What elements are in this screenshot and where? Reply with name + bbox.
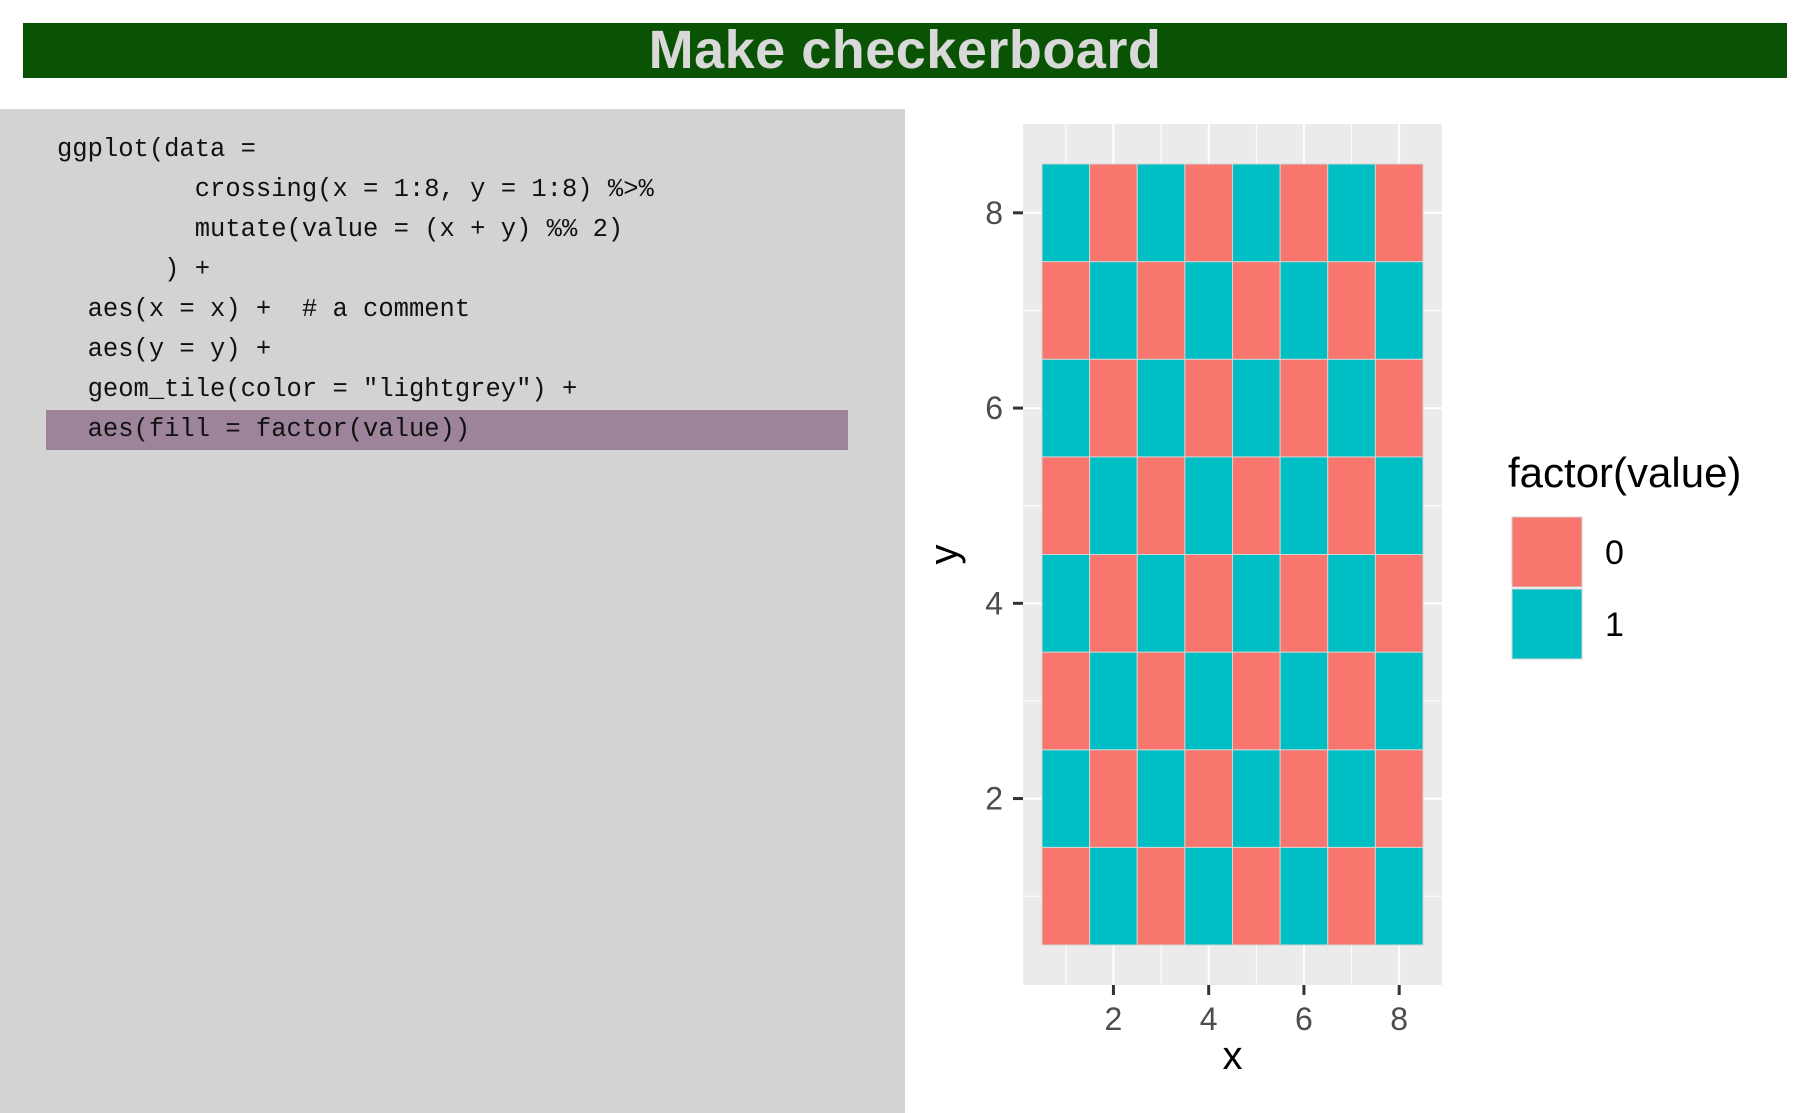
tile xyxy=(1184,163,1233,263)
tile xyxy=(1136,358,1186,458)
tile xyxy=(1327,456,1376,555)
code-line-highlight xyxy=(46,410,848,450)
tile xyxy=(1136,261,1186,360)
tile xyxy=(1232,846,1281,946)
y-tick-label: 2 xyxy=(985,781,1003,817)
tile xyxy=(1184,456,1233,555)
tile xyxy=(1089,651,1138,751)
tile xyxy=(1232,749,1281,848)
tile xyxy=(1089,846,1138,946)
tile xyxy=(1279,163,1329,263)
tile xyxy=(1327,651,1376,751)
code-line: mutate(value = (x + y) %% 2) xyxy=(57,215,624,244)
code-line: aes(fill = factor(value)) xyxy=(57,415,471,444)
y-tick-label: 6 xyxy=(985,390,1003,426)
tile xyxy=(1184,749,1233,848)
code-line: crossing(x = 1:8, y = 1:8) %>% xyxy=(57,175,654,204)
page-title: Make checkerboard xyxy=(648,20,1162,80)
tile xyxy=(1279,261,1329,360)
tile xyxy=(1374,358,1424,458)
x-tick-label: 2 xyxy=(1105,1001,1123,1037)
tile xyxy=(1136,651,1186,751)
title-bar: Make checkerboard xyxy=(23,23,1787,78)
x-tick-label: 4 xyxy=(1200,1001,1218,1037)
tile xyxy=(1089,554,1138,653)
tile xyxy=(1374,651,1424,751)
tile xyxy=(1136,846,1186,946)
tile xyxy=(1041,163,1091,263)
tile xyxy=(1279,846,1329,946)
tile xyxy=(1041,261,1091,360)
tile xyxy=(1184,651,1233,751)
axes: 2 4 6 8 2 4 6 8 xyxy=(985,195,1408,1037)
tile xyxy=(1374,846,1424,946)
tile xyxy=(1232,456,1281,555)
x-axis-title: x xyxy=(1223,1034,1243,1078)
tile xyxy=(1089,261,1138,360)
tile xyxy=(1089,456,1138,555)
tile xyxy=(1279,554,1329,653)
tile xyxy=(1374,163,1424,263)
x-tick-label: 6 xyxy=(1295,1001,1313,1037)
tile xyxy=(1184,554,1233,653)
tile xyxy=(1327,358,1376,458)
tile xyxy=(1041,358,1091,458)
tile xyxy=(1232,261,1281,360)
code-line: aes(x = x) + # a comment xyxy=(57,295,471,324)
legend-title: factor(value) xyxy=(1508,449,1741,496)
tile xyxy=(1327,261,1376,360)
tile xyxy=(1041,554,1091,653)
tile xyxy=(1327,554,1376,653)
tile xyxy=(1232,554,1281,653)
tile xyxy=(1089,749,1138,848)
tile xyxy=(1374,749,1424,848)
tile xyxy=(1041,456,1091,555)
tile xyxy=(1232,651,1281,751)
tile xyxy=(1136,163,1186,263)
x-tick-label: 8 xyxy=(1390,1001,1408,1037)
tile xyxy=(1374,261,1424,360)
code-panel: ggplot(data = crossing(x = 1:8, y = 1:8)… xyxy=(0,109,905,1113)
tile xyxy=(1089,358,1138,458)
tile xyxy=(1327,163,1376,263)
tiles xyxy=(1041,163,1424,946)
legend-label: 1 xyxy=(1605,606,1624,644)
legend: factor(value) 0 1 xyxy=(1508,449,1741,660)
tile xyxy=(1232,358,1281,458)
code-line: ) + xyxy=(57,255,211,284)
tile xyxy=(1279,456,1329,555)
tile xyxy=(1041,651,1091,751)
code-line: aes(y = y) + xyxy=(57,335,272,364)
tile xyxy=(1279,358,1329,458)
tile xyxy=(1374,554,1424,653)
tile xyxy=(1136,456,1186,555)
legend-key xyxy=(1511,516,1583,588)
tile xyxy=(1279,749,1329,848)
tile xyxy=(1184,358,1233,458)
tile xyxy=(1041,846,1091,946)
tile xyxy=(1136,749,1186,848)
tile xyxy=(1136,554,1186,653)
y-tick-label: 4 xyxy=(985,585,1003,621)
checkerboard-plot: 2 4 6 8 2 4 6 8 x y factor(value) 0 1 xyxy=(922,124,1741,1078)
tile xyxy=(1089,163,1138,263)
y-axis-title: y xyxy=(922,545,966,565)
tile xyxy=(1232,163,1281,263)
y-tick-label: 8 xyxy=(985,195,1003,231)
tile xyxy=(1279,651,1329,751)
tile xyxy=(1184,846,1233,946)
legend-key xyxy=(1511,588,1583,660)
tile xyxy=(1374,456,1424,555)
tile xyxy=(1327,846,1376,946)
tile xyxy=(1184,261,1233,360)
code-line: ggplot(data = xyxy=(57,135,256,164)
code-line: geom_tile(color = "lightgrey") + xyxy=(57,375,578,404)
tile xyxy=(1041,749,1091,848)
legend-label: 0 xyxy=(1605,534,1624,572)
tile xyxy=(1327,749,1376,848)
